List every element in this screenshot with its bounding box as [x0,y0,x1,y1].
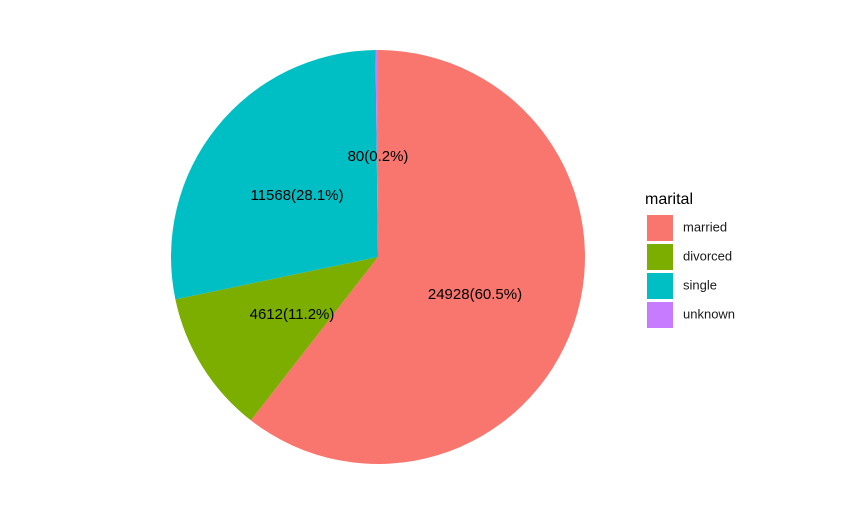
legend-key-unknown [647,302,673,328]
legend-key-divorced [647,244,673,270]
legend-label-single: single [683,277,717,292]
legend-label-married: married [683,219,727,234]
slice-label-divorced: 4612(11.2%) [250,306,335,323]
slice-label-unknown: 80(0.2%) [348,148,409,165]
pie-slices [170,50,586,465]
legend-label-unknown: unknown [683,306,735,321]
pie-slice-single [170,50,378,300]
legend-title: marital [645,191,693,208]
pie-slice-unknown [375,50,378,257]
legend-key-married [647,215,673,241]
slice-label-single: 11568(28.1%) [250,187,343,204]
legend-key-single [647,273,673,299]
legend-label-divorced: divorced [683,248,732,263]
pie-slice-married [250,50,586,465]
pie-slice-labels: 24928(60.5%) 4612(11.2%) 11568(28.1%) 80(0.… [250,148,523,323]
pie-slice-divorced [175,257,378,421]
legend: marital married divorced single unknown [645,191,735,328]
slice-label-married: 24928(60.5%) [428,286,522,303]
